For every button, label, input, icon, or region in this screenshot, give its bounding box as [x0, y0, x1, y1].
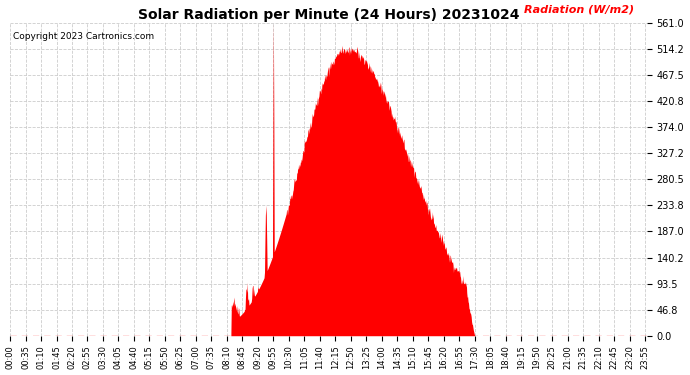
Text: Radiation (W/m2): Radiation (W/m2) [524, 5, 634, 15]
Text: Copyright 2023 Cartronics.com: Copyright 2023 Cartronics.com [13, 32, 155, 41]
Title: Solar Radiation per Minute (24 Hours) 20231024: Solar Radiation per Minute (24 Hours) 20… [138, 8, 519, 22]
